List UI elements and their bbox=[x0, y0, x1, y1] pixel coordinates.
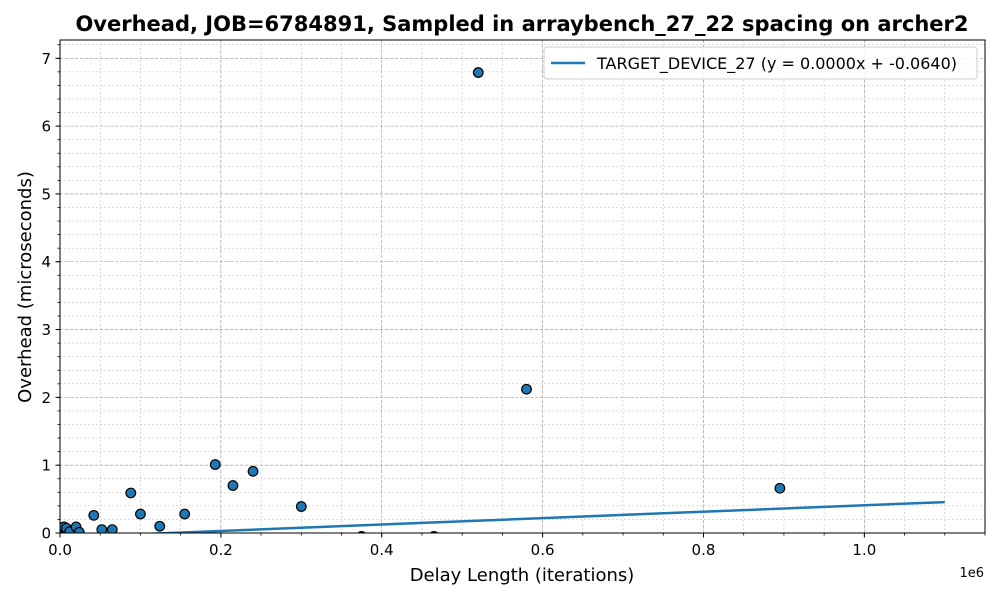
data-point bbox=[774, 482, 786, 494]
data-point bbox=[73, 526, 85, 533]
legend: TARGET_DEVICE_27 (y = 0.0000x + -0.0640) bbox=[543, 46, 978, 80]
y-tick-label: 5 bbox=[41, 185, 51, 203]
y-tick-label: 7 bbox=[41, 50, 51, 68]
chart-title: Overhead, JOB=6784891, Sampled in arrayb… bbox=[75, 12, 968, 36]
y-tick-label: 4 bbox=[41, 253, 51, 271]
x-tick-label: 0.4 bbox=[370, 541, 394, 559]
points-layer bbox=[60, 67, 786, 533]
x-axis-offset-label: 1e6 bbox=[959, 566, 984, 581]
x-tick-label: 0.2 bbox=[209, 541, 233, 559]
x-axis-ticks: 0.0 0.2 0.4 0.6 0.8 1.0 bbox=[48, 533, 986, 559]
y-tick-label: 2 bbox=[41, 389, 51, 407]
x-axis-label: Delay Length (iterations) bbox=[410, 565, 635, 586]
legend-box bbox=[543, 46, 978, 80]
data-point bbox=[135, 508, 146, 520]
data-point bbox=[106, 524, 118, 533]
data-point bbox=[472, 67, 484, 78]
plot-frame bbox=[59, 39, 986, 534]
x-tick-label: 0.6 bbox=[531, 541, 555, 559]
data-point bbox=[521, 383, 532, 395]
y-tick-label: 0 bbox=[41, 525, 51, 543]
data-point bbox=[154, 520, 166, 532]
y-axis-ticks: 0 1 2 3 4 5 6 7 bbox=[41, 44, 60, 543]
data-point bbox=[179, 508, 191, 520]
major-gridlines bbox=[59, 40, 985, 534]
x-tick-label: 0.8 bbox=[692, 541, 716, 559]
data-point bbox=[96, 524, 108, 533]
data-point bbox=[227, 480, 239, 491]
plot-area bbox=[60, 40, 985, 533]
y-tick-label: 3 bbox=[41, 321, 51, 339]
y-tick-label: 1 bbox=[41, 457, 51, 475]
data-point bbox=[125, 487, 137, 499]
fit-line bbox=[137, 500, 945, 533]
x-tick-label: 1.0 bbox=[852, 541, 876, 559]
x-tick-label: 0.0 bbox=[48, 541, 72, 559]
y-tick-label: 6 bbox=[41, 118, 51, 136]
y-axis-label: Overhead (microseconds) bbox=[15, 171, 36, 403]
legend-entry-label: TARGET_DEVICE_27 (y = 0.0000x + -0.0640) bbox=[596, 54, 957, 74]
series-layer bbox=[137, 500, 945, 533]
data-point bbox=[295, 501, 307, 512]
data-point bbox=[88, 509, 100, 521]
data-point bbox=[209, 459, 221, 470]
data-point bbox=[247, 465, 259, 477]
